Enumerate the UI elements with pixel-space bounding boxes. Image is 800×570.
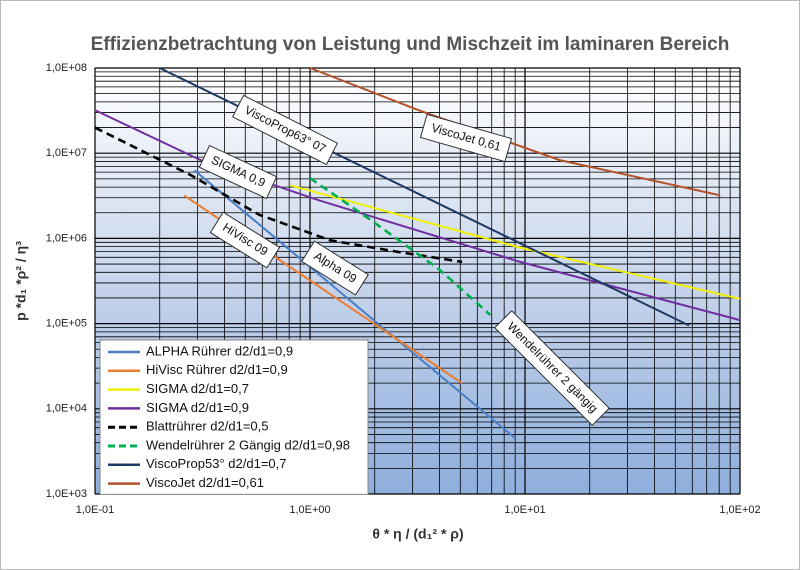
series-line	[94, 126, 463, 264]
legend-label: Wendelrührer 2 Gängig d2/d1=0,98	[146, 437, 350, 452]
series-line	[193, 169, 516, 440]
legend-label: HiVisc Rührer d2/d1=0,9	[146, 362, 288, 377]
y-axis-label: p *d₁ *ρ² / η³	[13, 241, 29, 321]
legend-box	[99, 339, 369, 495]
y-tick-label: 1,0E+06	[46, 232, 87, 244]
y-tick-label: 1,0E+03	[46, 488, 87, 500]
annotation-box	[198, 144, 278, 200]
annotation-box	[419, 113, 513, 163]
y-tick-label: 1,0E+04	[46, 403, 87, 415]
chart-title: Effizienzbetrachtung von Leistung und Mi…	[91, 34, 730, 55]
legend-label: SIGMA d2/d1=0,9	[146, 400, 249, 415]
annotation-box	[301, 240, 369, 296]
y-tick-label: 1,0E+05	[46, 318, 87, 330]
x-axis-label: θ * η / (d₁² * ρ)	[372, 526, 463, 542]
x-tick-label: 1,0E+01	[504, 504, 545, 516]
y-tick-label: 1,0E+07	[46, 147, 87, 159]
annotation-box	[494, 310, 610, 426]
x-tick-label: 1,0E-01	[76, 504, 115, 516]
legend-label: ALPHA Rührer d2/d1=0,9	[146, 343, 293, 358]
x-tick-label: 1,0E+00	[289, 504, 330, 516]
annotation-box	[209, 211, 281, 269]
series-line	[94, 109, 741, 322]
series-line	[290, 184, 741, 300]
y-tick-label: 1,0E+08	[46, 62, 87, 74]
x-tick-label: 1,0E+02	[719, 504, 760, 516]
legend-label: ViscoProp53° d2/d1=0,7	[146, 456, 286, 471]
annotation-box	[231, 94, 339, 166]
legend-label: Blattrührer d2/d1=0,5	[146, 419, 269, 434]
legend-label: ViscoJet d2/d1=0,61	[146, 475, 264, 490]
legend-label: SIGMA d2/d1=0,7	[146, 381, 249, 396]
